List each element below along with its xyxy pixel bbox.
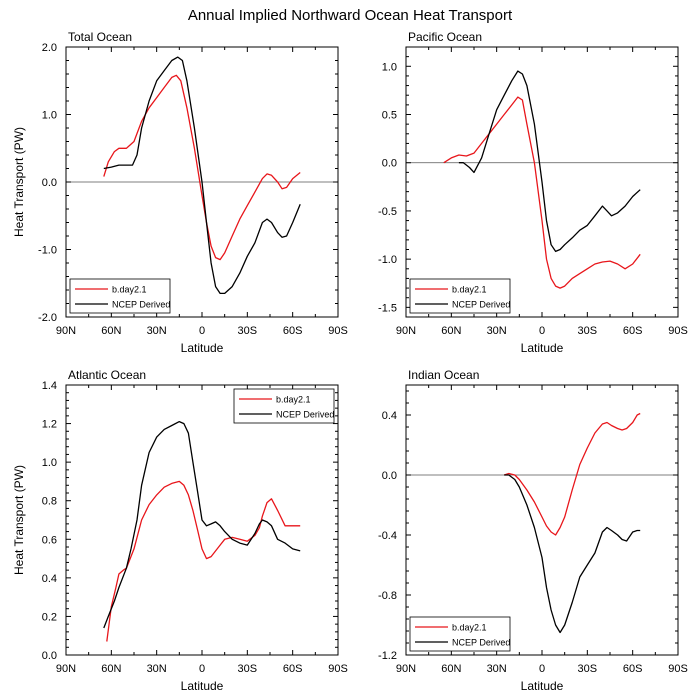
atlantic-ocean-x-tick-label: 90S	[328, 663, 348, 675]
atlantic-ocean-y-tick-label: 1.0	[42, 457, 57, 469]
atlantic-ocean-x-tick-label: 90N	[56, 663, 76, 675]
pacific-ocean-legend-label-ncep-derived: NCEP Derived	[452, 300, 510, 310]
atlantic-ocean-series-ncep-derived-line	[103, 420, 301, 629]
indian-ocean-x-tick-label: 30N	[487, 663, 507, 675]
pacific-ocean-title: Pacific Ocean	[408, 30, 482, 44]
atlantic-ocean-y-tick-label: 0.4	[42, 573, 57, 585]
atlantic-ocean-y-tick-label: 0.6	[42, 534, 57, 546]
figure-title: Annual Implied Northward Ocean Heat Tran…	[188, 7, 513, 24]
indian-ocean-y-tick-label: -0.8	[378, 590, 397, 602]
indian-ocean-y-tick-label: -0.4	[378, 530, 397, 542]
charts-container: 90N 60N 30N 0 30S 60S 90S -2.0 -1.0 0.0 1.0 2.0 Tota…	[12, 30, 688, 693]
indian-ocean-x-tick-label: 90S	[668, 663, 688, 675]
indian-ocean-y-tick-label: -1.2	[378, 650, 397, 662]
total-ocean-y-tick-label: -2.0	[38, 312, 57, 324]
total-ocean-y-tick-label: 0.0	[42, 177, 57, 189]
indian-ocean-series-ncep-derived-line	[504, 474, 641, 634]
pacific-ocean-x-tick-label: 90S	[668, 325, 688, 337]
total-ocean-legend-label-ncep-derived: NCEP Derived	[112, 300, 170, 310]
total-ocean-title: Total Ocean	[68, 30, 132, 44]
indian-ocean-chart: 90N 60N 30N 0 30S 60S 90S -1.2 -0.8 -0.4 0.0 0.4 Ind…	[378, 368, 688, 693]
total-ocean-chart: 90N 60N 30N 0 30S 60S 90S -2.0 -1.0 0.0 1.0 2.0 Tota…	[12, 30, 348, 355]
total-ocean-x-tick-label: 60S	[283, 325, 303, 337]
total-ocean-y-tick-label: 2.0	[42, 42, 57, 54]
indian-ocean-x-tick-label: 60N	[441, 663, 461, 675]
atlantic-ocean-y-tick-label: 1.2	[42, 419, 57, 431]
total-ocean-x-tick-label: 30N	[147, 325, 167, 337]
indian-ocean-title: Indian Ocean	[408, 368, 479, 382]
atlantic-ocean-x-tick-label: 60S	[283, 663, 303, 675]
pacific-ocean-series-ncep-derived-line	[458, 70, 641, 253]
atlantic-ocean-x-tick-label: 30N	[147, 663, 167, 675]
pacific-ocean-legend: b.day2.1 NCEP Derived	[409, 278, 511, 314]
atlantic-ocean-y-tick-label: 0.8	[42, 496, 57, 508]
indian-ocean-legend-label-b-day2-1: b.day2.1	[452, 623, 487, 633]
pacific-ocean-series-b-day2-1-line	[443, 96, 641, 289]
indian-ocean-x-axis-label: Latitude	[521, 679, 564, 693]
pacific-ocean-y-tick-label: 0.0	[382, 158, 397, 170]
pacific-ocean-x-tick-label: 60N	[441, 325, 461, 337]
pacific-ocean-y-tick-label: -1.5	[378, 302, 397, 314]
total-ocean-y-axis-label: Heat Transport (PW)	[12, 127, 26, 237]
atlantic-ocean-legend: b.day2.1 NCEP Derived	[233, 388, 335, 424]
indian-ocean-legend-label-ncep-derived: NCEP Derived	[452, 638, 510, 648]
indian-ocean-plot-frame	[405, 384, 679, 656]
pacific-ocean-x-tick-label: 30S	[578, 325, 598, 337]
total-ocean-legend-box	[69, 278, 171, 314]
pacific-ocean-chart: 90N 60N 30N 0 30S 60S 90S -1.5 -1.0 -0.5 0.0 0.5 1.0…	[378, 30, 688, 355]
atlantic-ocean-legend-label-ncep-derived: NCEP Derived	[276, 410, 334, 420]
indian-ocean-x-tick-label: 90N	[396, 663, 416, 675]
atlantic-ocean-legend-box	[233, 388, 335, 424]
total-ocean-x-axis-label: Latitude	[181, 341, 224, 355]
total-ocean-x-tick-label: 0	[199, 325, 205, 337]
pacific-ocean-x-tick-label: 90N	[396, 325, 416, 337]
total-ocean-series-b-day2-1-line	[103, 74, 301, 261]
atlantic-ocean-y-axis-label: Heat Transport (PW)	[12, 465, 26, 575]
total-ocean-x-tick-label: 60N	[101, 325, 121, 337]
indian-ocean-y-tick-label: 0.4	[382, 410, 397, 422]
atlantic-ocean-series-b-day2-1-line	[106, 480, 301, 642]
pacific-ocean-x-tick-label: 60S	[623, 325, 643, 337]
total-ocean-y-tick-label: 1.0	[42, 110, 57, 122]
total-ocean-x-tick-label: 90S	[328, 325, 348, 337]
pacific-ocean-legend-box	[409, 278, 511, 314]
total-ocean-legend-label-b-day2-1: b.day2.1	[112, 285, 147, 295]
pacific-ocean-x-axis-label: Latitude	[521, 341, 564, 355]
indian-ocean-legend: b.day2.1 NCEP Derived	[409, 616, 511, 652]
pacific-ocean-y-tick-label: -0.5	[378, 206, 397, 218]
indian-ocean-series-b-day2-1-line	[503, 412, 641, 536]
atlantic-ocean-y-tick-label: 1.4	[42, 380, 57, 392]
atlantic-ocean-x-tick-label: 0	[199, 663, 205, 675]
total-ocean-y-tick-label: -1.0	[38, 245, 57, 257]
indian-ocean-x-tick-label: 30S	[578, 663, 598, 675]
pacific-ocean-x-tick-label: 30N	[487, 325, 507, 337]
indian-ocean-x-tick-label: 60S	[623, 663, 643, 675]
total-ocean-series-ncep-derived-line	[103, 56, 301, 295]
indian-ocean-y-tick-label: 0.0	[382, 470, 397, 482]
total-ocean-x-tick-label: 90N	[56, 325, 76, 337]
atlantic-ocean-y-tick-label: 0.0	[42, 650, 57, 662]
atlantic-ocean-legend-label-b-day2-1: b.day2.1	[276, 395, 311, 405]
atlantic-ocean-x-tick-label: 30S	[238, 663, 258, 675]
total-ocean-legend: b.day2.1 NCEP Derived	[69, 278, 171, 314]
atlantic-ocean-chart: 90N 60N 30N 0 30S 60S 90S 0.0 0.2 0.4 0.6 0.8 1.0 1.2…	[12, 368, 348, 693]
pacific-ocean-y-tick-label: 1.0	[382, 61, 397, 73]
pacific-ocean-y-tick-label: -1.0	[378, 254, 397, 266]
atlantic-ocean-x-tick-label: 60N	[101, 663, 121, 675]
atlantic-ocean-title: Atlantic Ocean	[68, 368, 146, 382]
indian-ocean-legend-box	[409, 616, 511, 652]
atlantic-ocean-x-axis-label: Latitude	[181, 679, 224, 693]
total-ocean-x-tick-label: 30S	[238, 325, 258, 337]
pacific-ocean-legend-label-b-day2-1: b.day2.1	[452, 285, 487, 295]
atlantic-ocean-y-tick-label: 0.2	[42, 611, 57, 623]
indian-ocean-x-tick-label: 0	[539, 663, 545, 675]
pacific-ocean-y-tick-label: 0.5	[382, 110, 397, 122]
pacific-ocean-x-tick-label: 0	[539, 325, 545, 337]
